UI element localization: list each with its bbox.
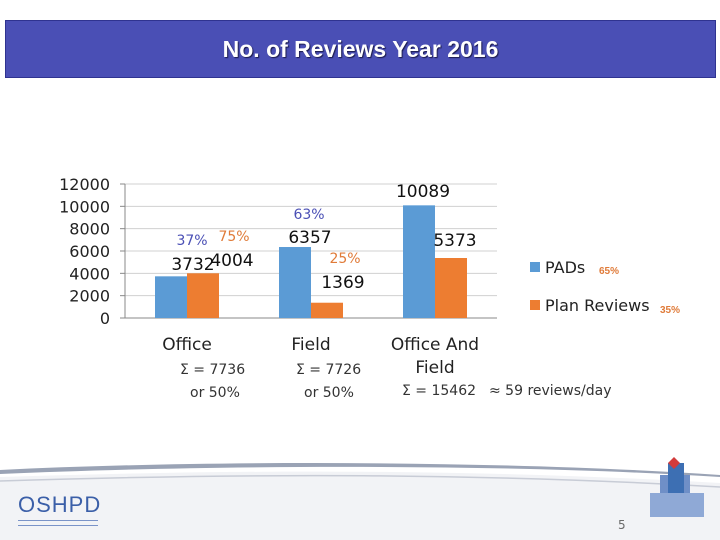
legend-pct-pads: 65% (599, 266, 619, 277)
pct-field-pads: 63% (293, 207, 324, 223)
pct-office-pads: 37% (176, 233, 207, 249)
y-tick-label: 2000 (69, 287, 110, 306)
building-icon (650, 457, 704, 517)
office-share: or 50% (190, 385, 240, 401)
legend-swatch-pads (530, 262, 540, 272)
data-label-pads-field: 6357 (288, 228, 331, 248)
bar-pads (155, 276, 187, 318)
data-label-pads-office: 3732 (171, 255, 214, 275)
field-share: or 50% (304, 385, 354, 401)
y-tick-label: 8000 (69, 220, 110, 239)
page-number: 5 (618, 518, 626, 532)
y-tick-label: 10000 (59, 197, 110, 216)
x-tick-label: Office And (391, 335, 479, 355)
data-label-plan-both: 5373 (433, 231, 476, 251)
slide-title: No. of Reviews Year 2016 (222, 35, 499, 62)
data-label-plan-office: 4004 (210, 251, 253, 271)
logo-wordmark: OSHPD (18, 492, 102, 517)
legend-label-plan-reviews: Plan Reviews (545, 296, 650, 315)
data-label-pads-both: 10089 (396, 182, 450, 202)
footer-swoosh (0, 457, 720, 540)
x-tick-label: Field (291, 335, 330, 355)
legend-swatch-plan-reviews (530, 300, 540, 310)
data-label-plan-field: 1369 (321, 273, 364, 293)
per-day-rate: ≈ 59 reviews/day (489, 383, 612, 399)
office-sum: Σ = 7736 (180, 362, 246, 378)
pct-office-plan: 75% (218, 229, 249, 245)
total-sum: Σ = 15462 (402, 383, 477, 399)
y-tick-label: 0 (100, 309, 110, 328)
logo-tagline-lines (18, 520, 98, 526)
bar-plan-reviews (187, 273, 219, 318)
oshpd-logo: OSHPD (18, 492, 101, 526)
bar-pads (279, 247, 311, 318)
legend-pct-plan-reviews: 35% (660, 305, 680, 316)
legend-label-pads: PADs (545, 258, 585, 277)
bar-plan-reviews (435, 258, 467, 318)
bar-plan-reviews (311, 302, 343, 318)
x-tick-label: Office (162, 335, 212, 355)
x-tick-label-line2: Field (415, 358, 454, 378)
y-tick-label: 6000 (69, 242, 110, 261)
y-tick-label: 12000 (59, 175, 110, 194)
bar-pads (403, 205, 435, 318)
field-sum: Σ = 7726 (296, 362, 362, 378)
title-bar: No. of Reviews Year 2016 (5, 20, 716, 78)
y-tick-label: 4000 (69, 264, 110, 283)
pct-field-plan: 25% (329, 251, 360, 267)
